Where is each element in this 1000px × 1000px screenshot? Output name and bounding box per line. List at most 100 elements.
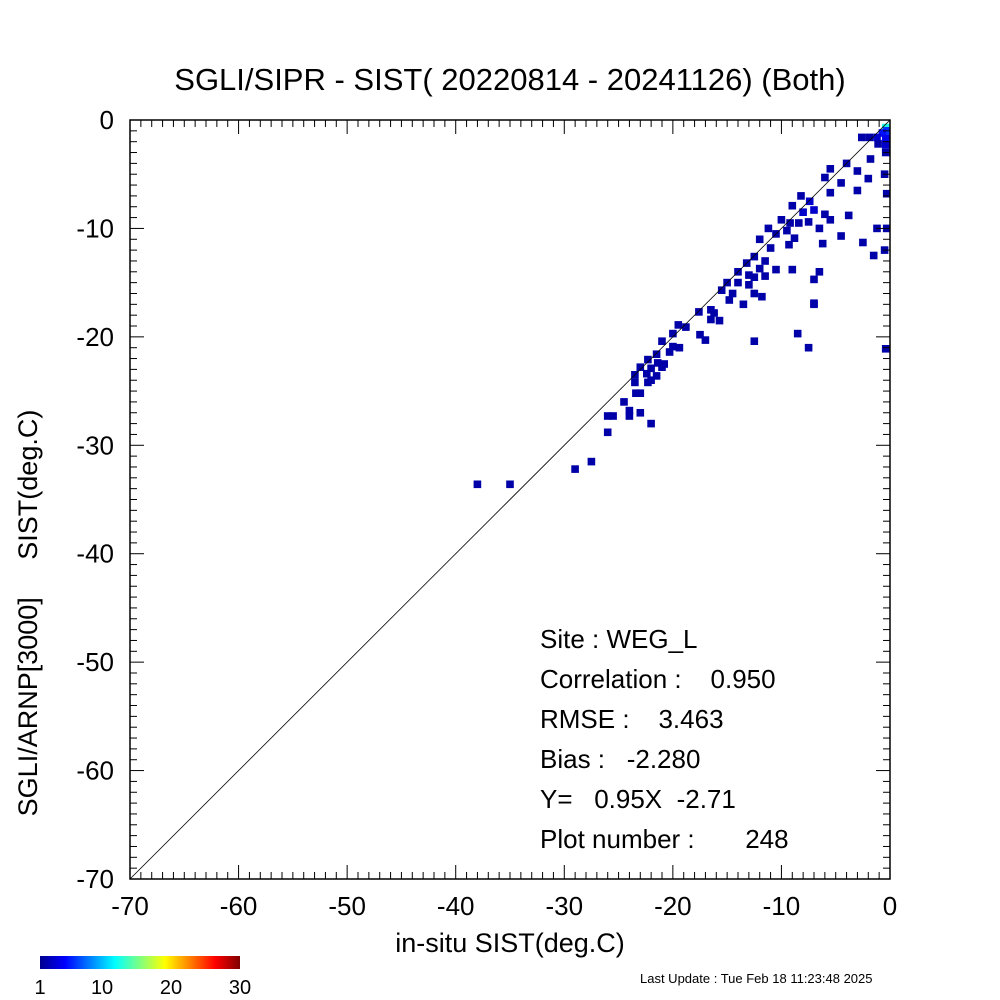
density-cell bbox=[866, 155, 875, 163]
density-cell bbox=[758, 292, 766, 301]
density-cell bbox=[788, 265, 797, 274]
density-cell bbox=[810, 206, 818, 214]
density-cell bbox=[785, 240, 793, 249]
density-cell bbox=[881, 345, 890, 353]
density-cell bbox=[625, 412, 634, 420]
density-cell bbox=[473, 480, 482, 489]
density-cell bbox=[777, 216, 786, 224]
density-cell bbox=[750, 252, 759, 261]
density-cell bbox=[844, 211, 853, 220]
density-cell bbox=[717, 286, 726, 294]
density-cell bbox=[701, 336, 710, 344]
density-cell bbox=[725, 296, 734, 304]
density-cell bbox=[755, 235, 764, 244]
density-cell bbox=[636, 389, 645, 397]
density-cell bbox=[864, 174, 873, 183]
stat-plot-number: Plot number : 248 bbox=[540, 824, 789, 854]
density-cell bbox=[571, 465, 579, 473]
axis-ticks bbox=[129, 119, 891, 880]
x-tick-label: 0 bbox=[883, 891, 897, 921]
density-cell bbox=[506, 480, 514, 489]
density-cell bbox=[826, 165, 835, 173]
density-cell bbox=[587, 457, 596, 466]
density-cell bbox=[652, 350, 661, 358]
y-tick-label: 0 bbox=[100, 105, 114, 135]
chart-title: SGLI/SIPR - SIST( 20220814 - 20241126) (… bbox=[174, 62, 845, 97]
density-cell bbox=[653, 359, 662, 367]
density-cell bbox=[755, 264, 764, 273]
x-tick-label: -50 bbox=[328, 891, 366, 921]
one-to-one-line bbox=[129, 119, 891, 880]
density-cell bbox=[745, 281, 753, 289]
stat-bias: Bias : -2.280 bbox=[540, 744, 700, 774]
density-cell bbox=[734, 278, 742, 287]
density-cell bbox=[837, 179, 845, 187]
y-tick-label: -40 bbox=[76, 539, 114, 569]
density-cell bbox=[810, 275, 818, 284]
last-update-text: Last Update : Tue Feb 18 11:23:48 2025 bbox=[640, 971, 873, 986]
y-tick-label: -30 bbox=[76, 430, 114, 460]
density-cell bbox=[710, 309, 718, 317]
stat-site: Site : WEG_L bbox=[540, 624, 698, 654]
y-tick-label: -50 bbox=[76, 647, 114, 677]
density-cell bbox=[766, 244, 775, 252]
density-cell bbox=[837, 232, 845, 240]
x-tick-label: -30 bbox=[545, 891, 583, 921]
density-cell bbox=[675, 343, 684, 352]
density-cell bbox=[739, 300, 748, 309]
density-cell bbox=[644, 355, 652, 364]
y-tick-labels: -70 -60 -50 -40 -30 -20 -10 0 bbox=[76, 105, 114, 894]
colorbar-tick-label: 20 bbox=[160, 977, 182, 999]
density-cell bbox=[815, 268, 824, 276]
density-cell bbox=[804, 343, 813, 352]
density-cell bbox=[881, 134, 890, 143]
stat-correlation: Correlation : 0.950 bbox=[540, 664, 776, 694]
density-cell bbox=[658, 337, 666, 345]
density-cell bbox=[821, 173, 829, 182]
density-cell bbox=[826, 188, 835, 197]
density-cell bbox=[815, 224, 824, 233]
x-tick-label: -40 bbox=[437, 891, 475, 921]
density-cell bbox=[764, 224, 773, 233]
density-cell bbox=[761, 272, 769, 280]
y-axis-label: SGLI/ARNP[3000] SIST(deg.C) bbox=[13, 410, 43, 817]
density-cell bbox=[795, 219, 803, 227]
y-tick-label: -70 bbox=[76, 864, 114, 894]
colorbar-gradient bbox=[40, 956, 240, 969]
x-axis-label: in-situ SIST(deg.C) bbox=[395, 928, 625, 958]
density-cell bbox=[669, 329, 677, 338]
density-cell bbox=[750, 273, 759, 281]
x-tick-labels: -70 -60 -50 -40 -30 -20 -10 0 bbox=[111, 891, 897, 921]
density-cell bbox=[810, 300, 818, 309]
colorbar-tick-label: 30 bbox=[229, 977, 251, 999]
density-cell bbox=[783, 226, 791, 235]
density-cell bbox=[826, 216, 835, 224]
density-cell bbox=[881, 141, 890, 149]
density-cell bbox=[695, 308, 703, 316]
density-cell bbox=[878, 129, 887, 137]
density-cell bbox=[750, 289, 759, 298]
density-cell bbox=[853, 167, 862, 175]
colorbar-tick-label: 1 bbox=[34, 977, 45, 999]
density-cell bbox=[682, 323, 690, 331]
density-cell bbox=[797, 192, 805, 200]
density-cell bbox=[745, 271, 753, 279]
colorbar: 1 10 20 30 bbox=[34, 956, 251, 999]
density-cell bbox=[715, 316, 724, 325]
density-cell bbox=[609, 412, 617, 420]
density-cell bbox=[750, 337, 759, 345]
density-cell bbox=[603, 428, 612, 437]
density-cell bbox=[636, 409, 645, 417]
density-cell bbox=[799, 208, 807, 216]
density-cell bbox=[818, 239, 827, 248]
colorbar-tick-label: 10 bbox=[91, 977, 113, 999]
density-cell bbox=[632, 389, 640, 397]
colorbar-tick-labels: 1 10 20 30 bbox=[34, 977, 251, 999]
density-cell bbox=[636, 363, 645, 371]
density-cell bbox=[793, 329, 802, 338]
stat-rmse: RMSE : 3.463 bbox=[540, 704, 724, 734]
density-cell bbox=[821, 210, 829, 219]
density-cell bbox=[772, 265, 780, 274]
x-tick-label: -10 bbox=[763, 891, 801, 921]
